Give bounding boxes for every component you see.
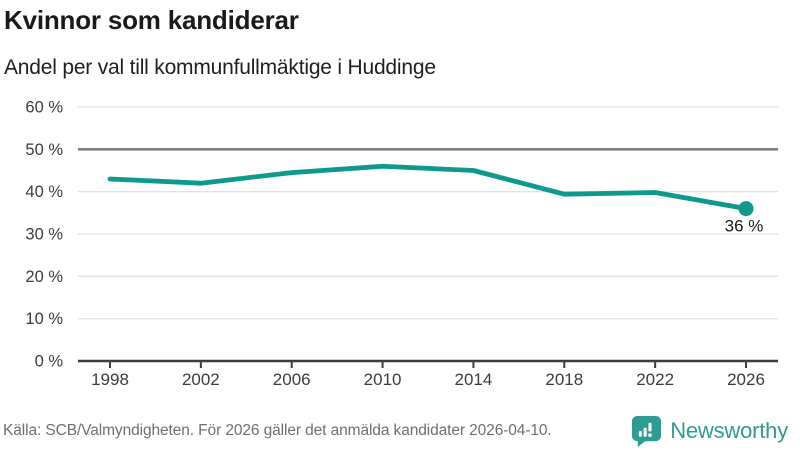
x-axis-label: 2022 (636, 370, 674, 389)
end-point-label: 36 % (725, 217, 764, 236)
x-axis-label: 2026 (727, 370, 765, 389)
data-line (107, 163, 749, 212)
x-axis-label: 2014 (455, 370, 493, 389)
y-axis-label: 30 % (25, 226, 63, 244)
y-axis-label: 0 % (35, 353, 64, 371)
newsworthy-logo-icon (632, 415, 662, 447)
brand-link[interactable]: Newsworthy (631, 415, 788, 448)
y-axis-label: 50 % (25, 141, 63, 159)
brand-wordmark: Newsworthy (670, 418, 788, 443)
x-axis-label: 2018 (545, 370, 583, 389)
y-axis-label: 20 % (25, 268, 63, 286)
source-note: Källa: SCB/Valmyndigheten. För 2026 gäll… (3, 422, 552, 439)
y-axis-label: 10 % (25, 310, 63, 328)
x-axis-label: 2002 (182, 370, 220, 389)
chart-title: Kvinnor som kandiderar (4, 5, 299, 35)
x-axis-label: 2006 (273, 370, 311, 389)
footer: Källa: SCB/Valmyndigheten. För 2026 gäll… (3, 414, 788, 448)
end-point-dot (738, 201, 754, 217)
x-axis-label: 2010 (364, 370, 402, 389)
y-axis-label: 60 % (25, 99, 63, 117)
x-axis-label: 1998 (91, 370, 129, 389)
chart-subtitle: Andel per val till kommunfullmäktige i H… (4, 56, 436, 79)
y-axis-label: 40 % (25, 183, 63, 201)
